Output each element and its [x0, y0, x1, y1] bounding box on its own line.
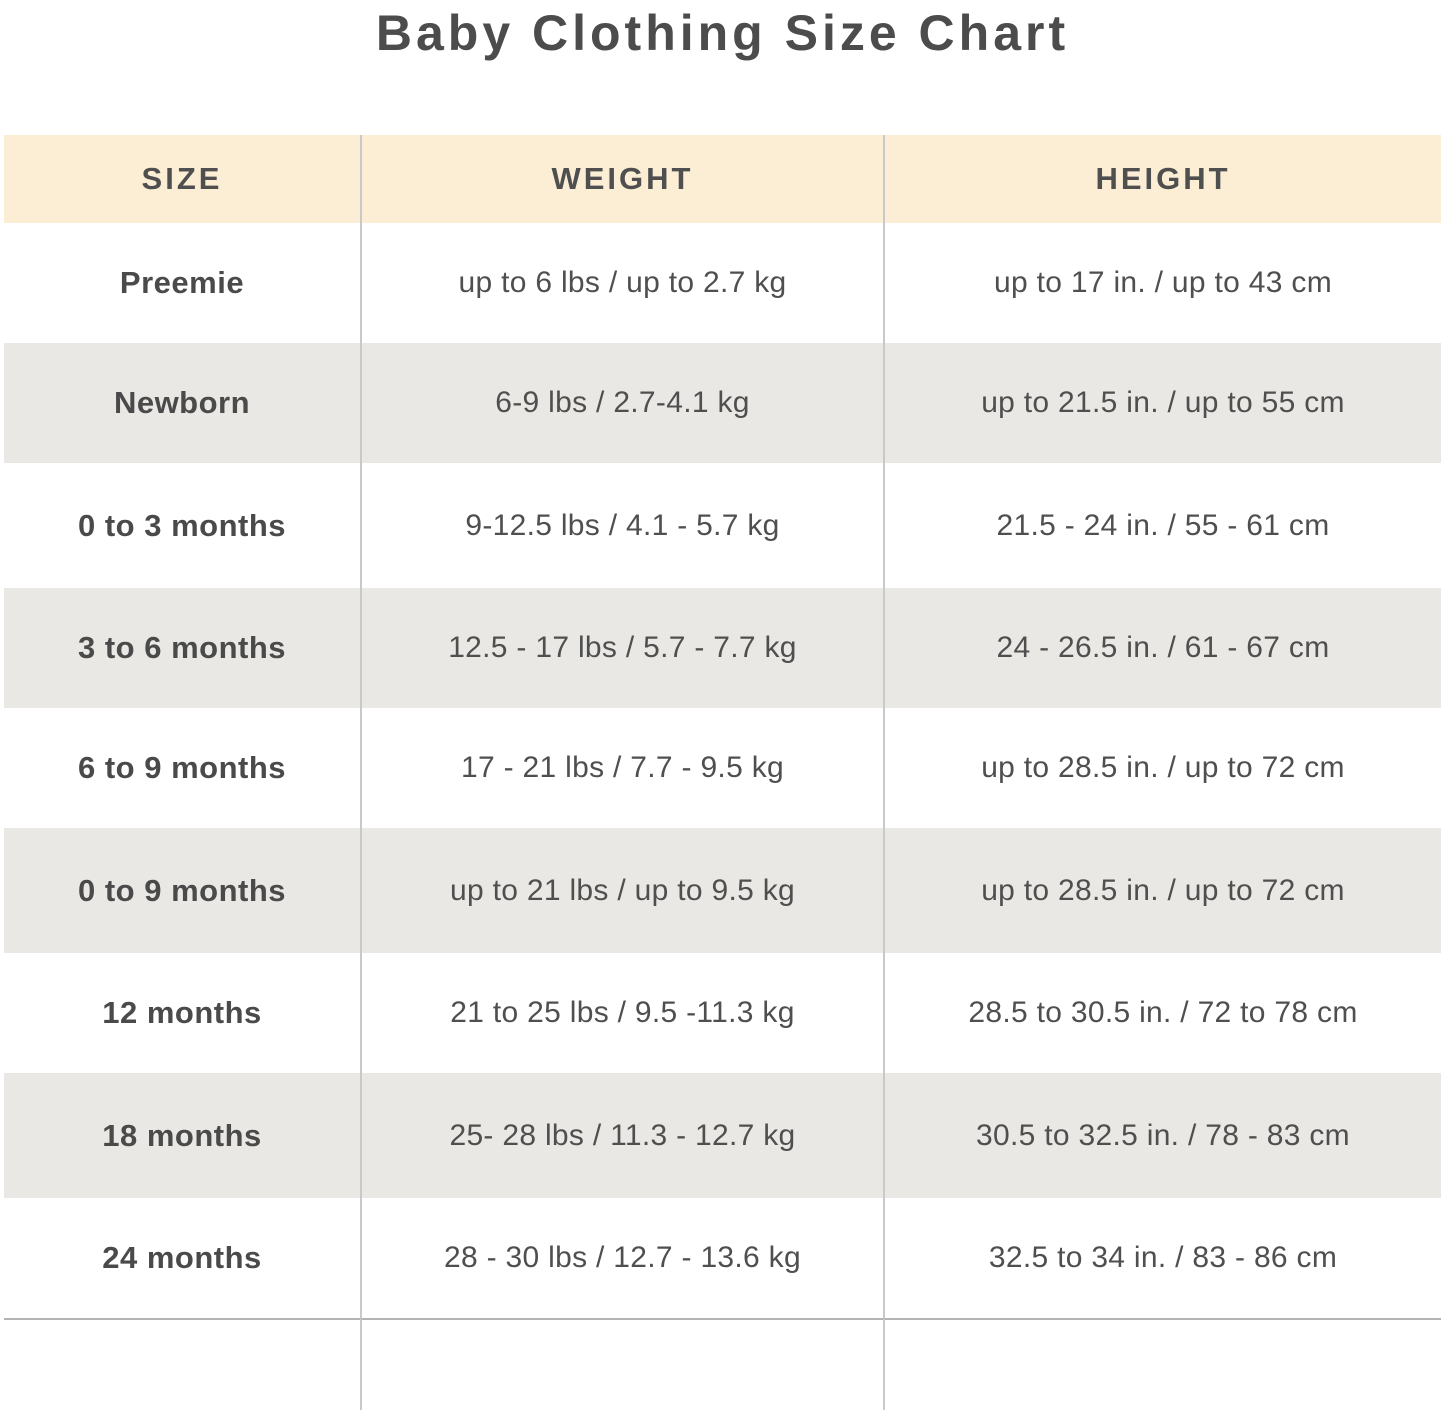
size-label: 12 months: [4, 953, 360, 1073]
height-value: up to 28.5 in. / up to 72 cm: [883, 708, 1441, 828]
weight-value: up to 6 lbs / up to 2.7 kg: [360, 223, 883, 343]
height-value: 30.5 to 32.5 in. / 78 - 83 cm: [883, 1073, 1441, 1198]
weight-value: 25- 28 lbs / 11.3 - 12.7 kg: [360, 1073, 883, 1198]
empty-cell: [360, 1318, 883, 1410]
height-value: up to 28.5 in. / up to 72 cm: [883, 828, 1441, 953]
weight-value: 6-9 lbs / 2.7-4.1 kg: [360, 343, 883, 463]
weight-value: 9-12.5 lbs / 4.1 - 5.7 kg: [360, 463, 883, 588]
weight-value: 28 - 30 lbs / 12.7 - 13.6 kg: [360, 1198, 883, 1318]
size-label: 18 months: [4, 1073, 360, 1198]
size-label: 0 to 9 months: [4, 828, 360, 953]
size-label: Newborn: [4, 343, 360, 463]
header-cell-weight: WEIGHT: [360, 135, 883, 223]
size-label: 6 to 9 months: [4, 708, 360, 828]
size-chart-table: SIZE WEIGHT HEIGHT Preemie up to 6 lbs /…: [4, 135, 1441, 1410]
empty-cell: [4, 1318, 360, 1410]
height-value: up to 17 in. / up to 43 cm: [883, 223, 1441, 343]
weight-value: 12.5 - 17 lbs / 5.7 - 7.7 kg: [360, 588, 883, 708]
header-cell-height: HEIGHT: [883, 135, 1441, 223]
size-label: 0 to 3 months: [4, 463, 360, 588]
height-value: 32.5 to 34 in. / 83 - 86 cm: [883, 1198, 1441, 1318]
height-value: 21.5 - 24 in. / 55 - 61 cm: [883, 463, 1441, 588]
size-label: 24 months: [4, 1198, 360, 1318]
header-cell-size: SIZE: [4, 135, 360, 223]
weight-value: 17 - 21 lbs / 7.7 - 9.5 kg: [360, 708, 883, 828]
page-title: Baby Clothing Size Chart: [375, 5, 1070, 61]
height-value: up to 21.5 in. / up to 55 cm: [883, 343, 1441, 463]
height-value: 28.5 to 30.5 in. / 72 to 78 cm: [883, 953, 1441, 1073]
size-label: Preemie: [4, 223, 360, 343]
weight-value: 21 to 25 lbs / 9.5 -11.3 kg: [360, 953, 883, 1073]
size-label: 3 to 6 months: [4, 588, 360, 708]
weight-value: up to 21 lbs / up to 9.5 kg: [360, 828, 883, 953]
empty-cell: [883, 1318, 1441, 1410]
height-value: 24 - 26.5 in. / 61 - 67 cm: [883, 588, 1441, 708]
